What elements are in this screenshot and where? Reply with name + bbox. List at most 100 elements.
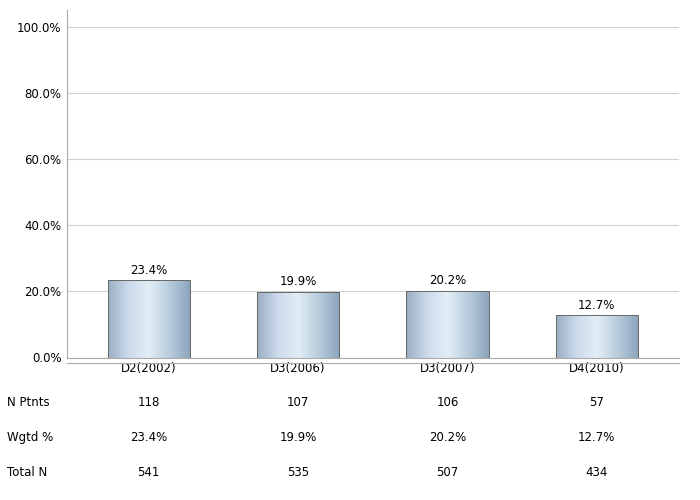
Bar	[296, 292, 297, 358]
Bar	[569, 316, 570, 358]
Bar	[172, 280, 173, 357]
Bar	[113, 280, 114, 357]
Bar	[139, 280, 140, 357]
Bar	[444, 290, 446, 358]
Bar	[580, 316, 582, 358]
Bar	[463, 290, 464, 358]
Bar	[177, 280, 178, 357]
Bar	[128, 280, 129, 357]
Bar	[330, 292, 331, 358]
Bar	[454, 290, 455, 358]
Bar	[450, 290, 452, 358]
Bar	[324, 292, 326, 358]
Bar	[293, 292, 294, 358]
Bar	[602, 316, 603, 358]
Bar	[556, 316, 557, 358]
Bar	[299, 292, 300, 358]
Bar	[595, 316, 596, 358]
Bar	[449, 290, 451, 358]
Bar	[116, 280, 117, 357]
Bar	[330, 292, 331, 358]
Bar	[298, 292, 299, 358]
Bar	[184, 280, 186, 357]
Bar	[435, 290, 436, 358]
Bar	[316, 292, 317, 358]
Bar	[260, 292, 261, 358]
Bar	[128, 280, 130, 357]
Bar	[572, 316, 573, 358]
Bar	[443, 290, 444, 358]
Bar	[558, 316, 559, 358]
Bar	[487, 290, 489, 358]
Bar	[625, 316, 626, 358]
Bar	[442, 290, 444, 358]
Bar	[302, 292, 303, 358]
Bar	[471, 290, 472, 358]
Bar	[335, 292, 336, 358]
Text: 23.4%: 23.4%	[130, 264, 167, 276]
Bar	[629, 316, 630, 358]
Bar	[324, 292, 325, 358]
Bar	[482, 290, 483, 358]
Bar	[314, 292, 316, 358]
Bar	[182, 280, 183, 357]
Bar	[587, 316, 589, 358]
Bar	[597, 316, 598, 358]
Bar	[607, 316, 608, 358]
Bar	[269, 292, 270, 358]
Bar	[288, 292, 290, 358]
Bar	[483, 290, 484, 358]
Bar	[186, 280, 188, 357]
Bar	[186, 280, 187, 357]
Bar	[181, 280, 182, 357]
Bar	[270, 292, 271, 358]
Bar	[566, 316, 567, 358]
Bar	[151, 280, 153, 357]
Bar	[329, 292, 330, 358]
Bar	[122, 280, 123, 357]
Bar	[144, 280, 145, 357]
Bar	[565, 316, 566, 358]
Bar	[430, 290, 431, 358]
Bar	[598, 316, 599, 358]
Bar	[158, 280, 159, 357]
Bar	[292, 292, 293, 358]
Bar	[603, 316, 604, 358]
Text: 507: 507	[436, 466, 459, 479]
Bar	[422, 290, 423, 358]
Bar	[475, 290, 476, 358]
Bar	[447, 290, 448, 358]
Bar	[265, 292, 266, 358]
Bar	[632, 316, 633, 358]
Bar	[282, 292, 284, 358]
Bar	[446, 290, 447, 358]
Bar	[146, 280, 148, 357]
Bar	[428, 290, 429, 358]
Bar	[132, 280, 133, 357]
Bar	[411, 290, 412, 358]
Bar	[474, 290, 475, 358]
Bar	[268, 292, 269, 358]
Bar	[148, 280, 150, 357]
Bar	[440, 290, 441, 358]
Bar	[287, 292, 288, 358]
Bar	[151, 280, 152, 357]
Text: N Ptnts: N Ptnts	[7, 396, 50, 409]
Bar	[578, 316, 579, 358]
Bar	[326, 292, 328, 358]
Bar	[410, 290, 411, 358]
Text: 20.2%: 20.2%	[429, 274, 466, 287]
Bar	[153, 280, 154, 357]
Bar	[445, 290, 447, 358]
Bar	[452, 290, 453, 358]
Bar	[562, 316, 563, 358]
Bar	[582, 316, 584, 358]
Bar	[611, 316, 612, 358]
Bar	[593, 316, 594, 358]
Bar	[620, 316, 621, 358]
Bar	[155, 280, 156, 357]
Bar	[154, 280, 155, 357]
Bar	[159, 280, 160, 357]
Bar	[616, 316, 617, 358]
Bar	[127, 280, 128, 357]
